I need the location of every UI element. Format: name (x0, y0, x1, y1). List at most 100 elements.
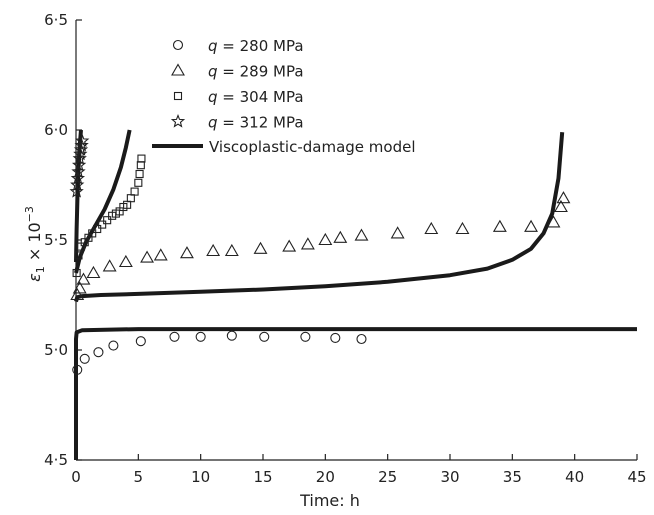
y-tick-label: 5·5 (44, 231, 68, 249)
data-point-star (74, 137, 89, 152)
data-point-triangle (72, 281, 87, 294)
data-point-circle (226, 330, 237, 341)
data-point-star (75, 133, 90, 148)
y-axis-label-rest: × 10 (25, 222, 44, 266)
x-tick-label: 35 (503, 468, 522, 486)
y-tick-label: 6·5 (44, 11, 68, 29)
data-point-square (137, 154, 146, 163)
data-point-circle (79, 353, 90, 364)
data-point-circle (356, 333, 367, 345)
data-point-circle (108, 340, 119, 351)
legend-q-symbol: q (208, 88, 218, 106)
data-point-circle (169, 331, 180, 342)
x-tick-label: 5 (134, 468, 144, 486)
data-point-star (72, 151, 87, 165)
data-point-circle (195, 331, 206, 342)
x-ticks: 0 5 10 15 20 25 30 35 40 45 (71, 454, 647, 486)
x-tick-label: 30 (440, 468, 459, 486)
data-point-triangle (206, 243, 221, 257)
data-point-triangle (282, 239, 297, 252)
data-point-square (136, 161, 145, 170)
legend-q-symbol: q (208, 114, 218, 132)
y-axis-label: ε1 × 10−3 (23, 206, 47, 282)
y-tick-label: 5·0 (44, 341, 68, 359)
data-point-square (130, 187, 139, 196)
data-point-circle (259, 331, 270, 342)
data-point-circle (300, 331, 311, 342)
data-point-triangle (118, 254, 133, 268)
legend-model-label: Viscoplastic-damage model (209, 138, 415, 156)
legend-marker-triangle (171, 63, 185, 76)
legend-q-symbol: q (208, 37, 218, 55)
data-point-square (74, 251, 83, 260)
y-axis-label-symbol: ε (25, 273, 44, 282)
model-curve (74, 327, 637, 460)
y-tick-label: 6·0 (44, 121, 68, 139)
data-point-triangle (180, 246, 194, 259)
data-point-square (98, 220, 107, 229)
data-point-triangle (102, 259, 117, 272)
data-point-triangle (86, 265, 101, 279)
x-tick-label: 20 (316, 468, 335, 486)
data-point-triangle (333, 230, 348, 243)
legend-entry: q = 312 MPa (208, 114, 304, 132)
x-axis-label: Time: h (299, 491, 360, 510)
data-point-triangle (70, 287, 85, 301)
data-point-star (73, 142, 89, 156)
legend-entry: q = 289 MPa (208, 63, 304, 81)
x-tick-label: 40 (565, 468, 584, 486)
model-curve (74, 132, 565, 303)
legend-entry: q = 304 MPa (208, 88, 304, 106)
data-point-square (134, 178, 143, 187)
x-tick-label: 15 (253, 468, 272, 486)
data-point-triangle (354, 228, 369, 241)
data-point-triangle (455, 221, 470, 235)
data-point-triangle (253, 241, 268, 254)
legend-value: = 289 MPa (218, 63, 304, 81)
data-point-circle (330, 332, 341, 343)
data-point-triangle (546, 215, 561, 228)
data-point-triangle (556, 191, 571, 204)
data-point-triangle (492, 219, 507, 232)
data-point-triangle (224, 243, 239, 257)
data-point-triangle (524, 219, 538, 232)
legend-value: = 304 MPa (218, 88, 304, 106)
markers (69, 133, 571, 375)
data-point-triangle (554, 199, 568, 213)
legend-value: = 280 MPa (218, 37, 304, 55)
data-point-triangle (153, 248, 168, 261)
data-point-triangle (390, 226, 405, 239)
y-axis-label-subscript: 1 (34, 266, 47, 273)
data-point-square (72, 268, 81, 278)
data-point-triangle (424, 221, 439, 235)
model-curves (74, 129, 637, 460)
data-point-square (88, 229, 97, 238)
legend-value: = 312 MPa (218, 114, 304, 132)
x-tick-label: 0 (71, 468, 81, 486)
data-point-triangle (140, 250, 155, 263)
data-point-triangle (318, 232, 333, 246)
data-point-star (73, 146, 88, 161)
x-tick-label: 45 (627, 468, 646, 486)
x-tick-label: 25 (378, 468, 397, 486)
data-point-square (135, 169, 144, 179)
legend-q-symbol: q (208, 63, 218, 81)
data-point-square (126, 194, 135, 203)
data-point-circle (135, 336, 146, 347)
data-point-square (103, 216, 112, 225)
data-point-square (93, 224, 102, 234)
x-tick-label: 10 (191, 468, 210, 486)
data-point-circle (93, 347, 104, 358)
y-ticks: 4·5 5·0 5·5 6·0 6·5 (44, 11, 82, 469)
legend-marker-square (173, 91, 183, 101)
data-point-triangle (76, 272, 91, 285)
y-axis-label-exponent: −3 (23, 206, 36, 222)
legend-marker-circle (172, 39, 184, 51)
data-point-circle (72, 364, 83, 375)
legend-marker-star (170, 113, 186, 128)
legend-entry: q = 280 MPa (208, 37, 304, 55)
data-point-triangle (300, 237, 315, 250)
y-tick-label: 4·5 (44, 451, 68, 469)
